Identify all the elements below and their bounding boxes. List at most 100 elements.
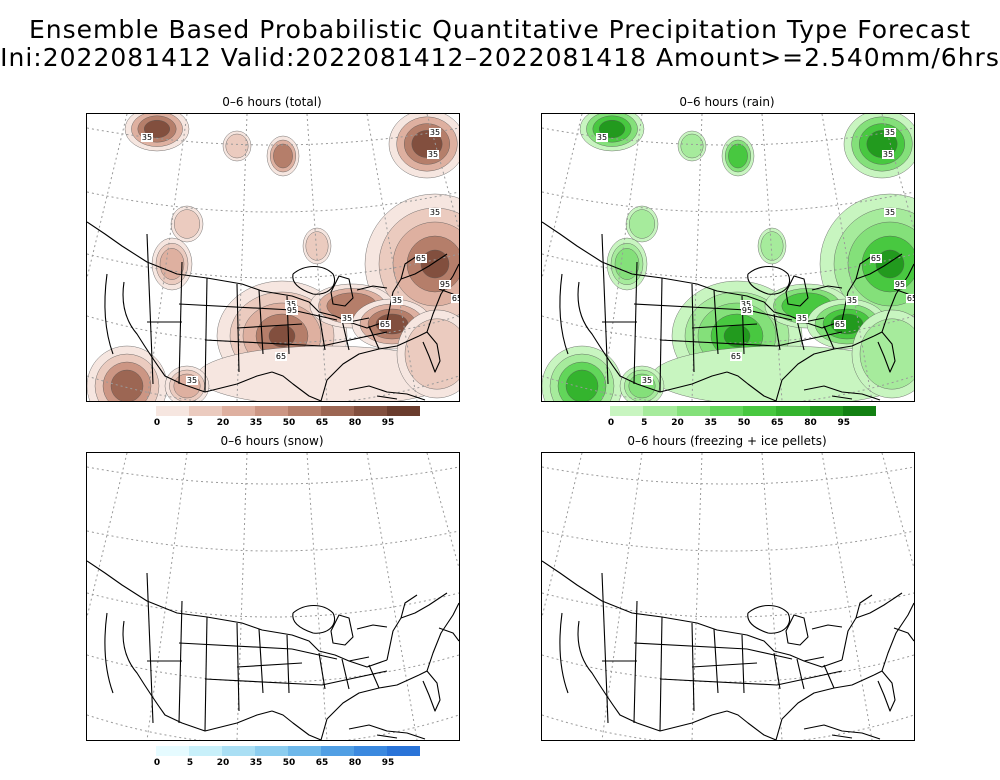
boundary-line — [811, 624, 843, 630]
colorbar-rain — [610, 406, 876, 416]
contour-label: 35 — [430, 208, 440, 217]
boundary-line — [773, 313, 781, 351]
colorbar-swatch — [676, 406, 710, 416]
boundary-line — [796, 658, 805, 690]
colorbar-labels-rain: 0 5 20 35 50 65 80 95 — [608, 418, 890, 430]
latlon-grid — [542, 453, 914, 740]
panel-title-freezing: 0–6 hours (freezing + ice pellets) — [627, 434, 827, 448]
contour-label: 65 — [871, 254, 881, 263]
precip-fill-rain — [542, 114, 914, 401]
contour-label: 95 — [440, 280, 450, 289]
contour-label-bg — [884, 128, 896, 137]
contour-label: 35 — [187, 376, 197, 385]
boundary-line — [747, 604, 790, 634]
boundary-line — [400, 255, 418, 280]
contour-label-bg — [341, 314, 353, 323]
latlon-gridline — [542, 714, 914, 740]
contour-label-bg — [429, 128, 441, 137]
boundary-line — [577, 620, 728, 732]
boundary-line — [271, 710, 322, 740]
colorbar-tick-label: 0 — [153, 418, 161, 428]
boundary-line — [633, 600, 638, 724]
latlon-gridline — [146, 453, 188, 740]
contour-label: 35 — [797, 314, 807, 323]
colorbar-swatch — [842, 406, 876, 416]
latlon-gridline — [542, 375, 914, 401]
precip-probability-area — [680, 133, 704, 159]
boundary-line — [320, 674, 420, 740]
map-rain-svg: 3535353565956535653535956535 — [542, 114, 914, 401]
boundary-line — [204, 277, 208, 393]
boundary-line — [726, 710, 777, 740]
boundary-line — [691, 323, 758, 329]
latlon-gridline — [87, 654, 459, 683]
boundary-line — [426, 602, 459, 672]
figure-subtitle: Ini:2022081412 Valid:2022081412–20220814… — [0, 43, 1000, 72]
boundary-line — [236, 323, 303, 329]
boundary-line — [330, 275, 354, 307]
contour-labels: 3535353565956535653535956535 — [596, 128, 914, 385]
boundary-line — [146, 572, 154, 724]
latlon-gridline — [366, 114, 418, 401]
map-freezing-svg — [542, 453, 914, 740]
colorbar-swatch — [387, 746, 420, 756]
colorbar-swatch — [709, 406, 743, 416]
boundary-line — [601, 233, 609, 385]
contour-label-bg — [741, 306, 753, 315]
map-total-svg: 3535353565956535653535956535 — [87, 114, 459, 401]
contour-label-bg — [451, 294, 459, 303]
geo-boundaries — [87, 221, 459, 401]
boundary-line — [747, 265, 790, 295]
contour-label-bg — [906, 294, 914, 303]
boundary-line — [368, 664, 380, 689]
contour-label-bg — [141, 133, 153, 142]
boundary-line — [659, 616, 663, 732]
boundary-line — [785, 275, 809, 307]
latlon-gridline — [306, 453, 328, 740]
colorbar-tick-label: 0 — [153, 758, 161, 768]
contour-label-bg — [894, 280, 906, 289]
boundary-line — [104, 273, 114, 355]
boundary-line — [746, 648, 793, 660]
boundary-line — [873, 670, 896, 712]
colorbar-tick-label: 35 — [249, 758, 263, 768]
boundary-line — [318, 313, 326, 351]
boundary-line — [776, 331, 843, 347]
colorbar-swatch — [222, 746, 255, 756]
boundary-line — [104, 612, 114, 694]
precip-probability-area — [728, 143, 748, 169]
latlon-gridline — [542, 592, 914, 618]
boundary-line — [746, 309, 793, 321]
precip-probability-area — [628, 209, 655, 239]
panel-title-snow: 0–6 hours (snow) — [220, 434, 324, 448]
precip-probability-area — [173, 209, 200, 239]
boundary-line — [348, 385, 426, 401]
precip-fill-total — [87, 114, 459, 401]
contour-label-bg — [846, 296, 858, 305]
colorbar-swatch — [776, 406, 810, 416]
contour-label: 35 — [428, 150, 438, 159]
map-rain: 3535353565956535653535956535 — [541, 113, 915, 402]
colorbar-tick-label: 80 — [804, 418, 817, 428]
boundary-line — [386, 592, 448, 661]
boundary-line — [236, 662, 303, 668]
contour-label: 65 — [835, 320, 845, 329]
boundary-line — [803, 724, 881, 740]
colorbar-swatch — [354, 746, 387, 756]
latlon-grid — [542, 114, 914, 401]
colorbar-tick-label: 20 — [671, 418, 684, 428]
latlon-gridline — [426, 453, 459, 570]
contour-label-bg — [439, 280, 451, 289]
colorbar-swatch — [288, 746, 321, 756]
colorbar-tick-label: 80 — [348, 758, 362, 768]
boundary-line — [796, 319, 805, 351]
contour-label-bg — [379, 320, 391, 329]
boundary-line — [831, 734, 853, 739]
contour-label: 65 — [276, 352, 286, 361]
boundary-line — [271, 371, 322, 401]
contour-label-bg — [730, 352, 742, 361]
boundary-line — [823, 325, 835, 350]
boundary-line — [559, 612, 569, 694]
boundary-line — [803, 656, 825, 662]
map-snow — [86, 452, 460, 741]
